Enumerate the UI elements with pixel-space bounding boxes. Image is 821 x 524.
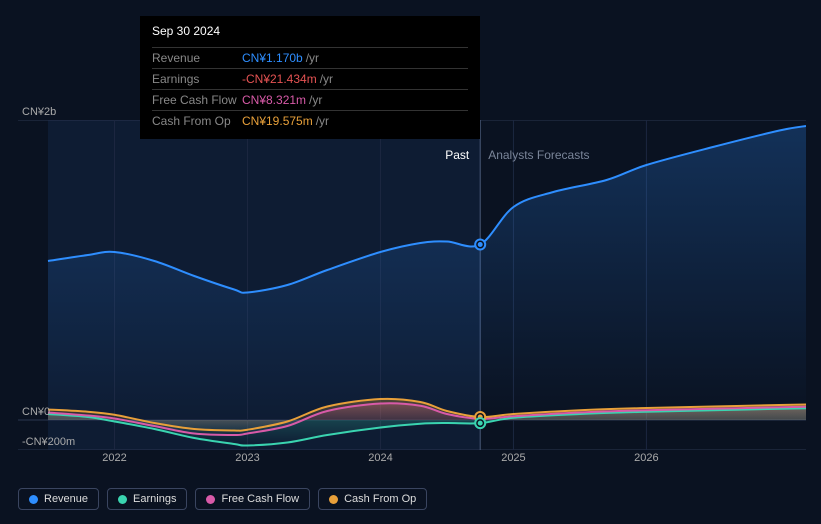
legend-swatch bbox=[206, 495, 215, 504]
tooltip-row: Cash From OpCN¥19.575m/yr bbox=[152, 110, 468, 131]
tooltip-rows: RevenueCN¥1.170b/yrEarnings-CN¥21.434m/y… bbox=[152, 47, 468, 131]
chart-tooltip: Sep 30 2024 RevenueCN¥1.170b/yrEarnings-… bbox=[140, 16, 480, 139]
y-tick-label: CN¥2b bbox=[22, 106, 56, 118]
x-tick-label: 2022 bbox=[102, 452, 126, 464]
tooltip-date: Sep 30 2024 bbox=[152, 24, 468, 43]
legend-label: Revenue bbox=[44, 493, 88, 505]
x-tick-label: 2023 bbox=[235, 452, 259, 464]
chart-svg bbox=[18, 120, 806, 450]
tooltip-unit: /yr bbox=[316, 114, 329, 128]
legend-item-earnings[interactable]: Earnings bbox=[107, 488, 187, 510]
y-tick-label: CN¥0 bbox=[22, 406, 50, 418]
tooltip-value: CN¥1.170b bbox=[242, 51, 303, 65]
legend-swatch bbox=[29, 495, 38, 504]
legend-swatch bbox=[329, 495, 338, 504]
tooltip-value: -CN¥21.434m bbox=[242, 72, 317, 86]
tooltip-row: Free Cash FlowCN¥8.321m/yr bbox=[152, 89, 468, 110]
tooltip-row: RevenueCN¥1.170b/yr bbox=[152, 47, 468, 68]
y-tick-label: -CN¥200m bbox=[22, 436, 75, 448]
chart-legend: Revenue Earnings Free Cash Flow Cash From O… bbox=[18, 488, 427, 510]
tooltip-value: CN¥19.575m bbox=[242, 114, 313, 128]
tooltip-label: Cash From Op bbox=[152, 114, 242, 128]
legend-swatch bbox=[118, 495, 127, 504]
legend-label: Cash From Op bbox=[344, 493, 416, 505]
legend-label: Free Cash Flow bbox=[221, 493, 299, 505]
forecast-region-label: Analysts Forecasts bbox=[488, 148, 589, 162]
legend-item-cash-from-op[interactable]: Cash From Op bbox=[318, 488, 427, 510]
tooltip-unit: /yr bbox=[306, 51, 319, 65]
x-axis-labels: 2022 2023 2024 2025 2026 bbox=[18, 452, 806, 468]
revenue-chart[interactable]: Past Analysts Forecasts bbox=[18, 120, 806, 450]
tooltip-unit: /yr bbox=[320, 72, 333, 86]
legend-item-revenue[interactable]: Revenue bbox=[18, 488, 99, 510]
x-tick-label: 2025 bbox=[501, 452, 525, 464]
tooltip-row: Earnings-CN¥21.434m/yr bbox=[152, 68, 468, 89]
legend-item-free-cash-flow[interactable]: Free Cash Flow bbox=[195, 488, 310, 510]
past-region-label: Past bbox=[445, 148, 469, 162]
legend-label: Earnings bbox=[133, 493, 176, 505]
tooltip-label: Earnings bbox=[152, 72, 242, 86]
x-tick-label: 2024 bbox=[368, 452, 392, 464]
x-tick-label: 2026 bbox=[634, 452, 658, 464]
tooltip-label: Free Cash Flow bbox=[152, 93, 242, 107]
tooltip-label: Revenue bbox=[152, 51, 242, 65]
tooltip-value: CN¥8.321m bbox=[242, 93, 306, 107]
tooltip-unit: /yr bbox=[309, 93, 322, 107]
